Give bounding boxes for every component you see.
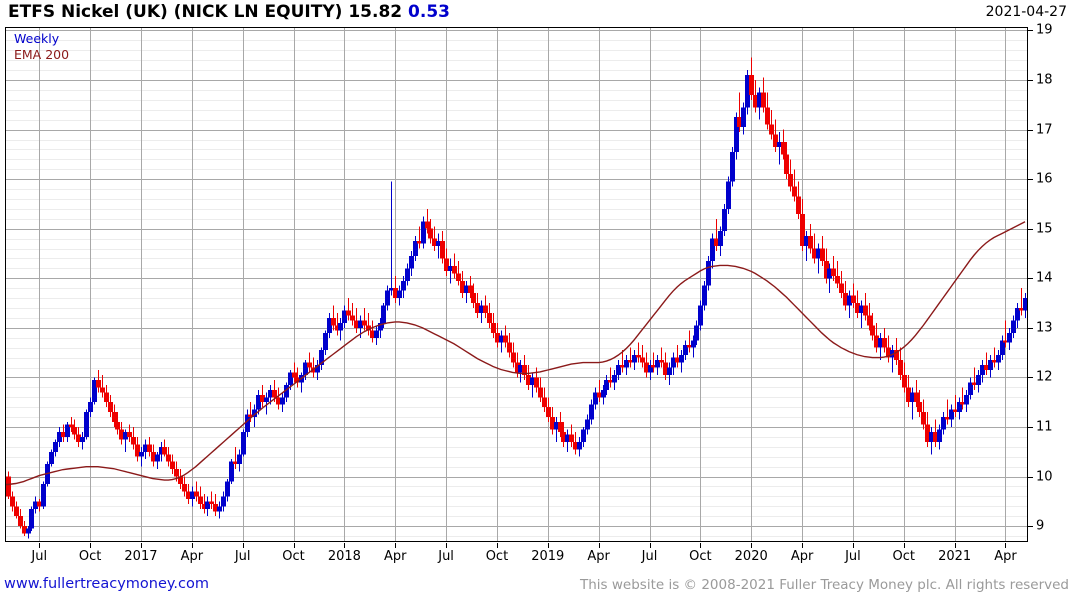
y-axis-labels: 9 10 11 12 13 14 15 16 17 18 19 (1030, 23, 1075, 543)
x-axis-label: Apr (994, 549, 1017, 564)
x-axis-label: 2019 (531, 549, 565, 564)
x-axis-tick (751, 543, 752, 548)
x-axis-label: Oct (892, 549, 916, 564)
x-axis-tick (90, 543, 91, 548)
site-url[interactable]: www.fullertreacymoney.com (4, 576, 209, 592)
x-axis-label: Oct (78, 549, 102, 564)
y-axis-ticks (1028, 27, 1034, 543)
x-axis-label: 2018 (327, 549, 361, 564)
y-axis-label: 19 (1036, 22, 1053, 38)
price-chart-plot-area[interactable]: Weekly EMA 200 (5, 27, 1028, 542)
x-axis-tick (955, 543, 956, 548)
instrument-name: ETFS Nickel (UK) (NICK LN EQUITY) (8, 2, 343, 22)
chart-gridlines (6, 28, 1027, 541)
chart-series-layer (6, 57, 1027, 539)
y-axis-tick (1028, 526, 1033, 527)
x-axis-label: Oct (485, 549, 509, 564)
x-axis-tick (243, 543, 244, 548)
x-axis-tick (853, 543, 854, 548)
y-axis-label: 11 (1036, 419, 1053, 435)
x-axis-tick (141, 543, 142, 548)
x-axis-label: Jul (31, 549, 48, 564)
y-axis-label: 12 (1036, 369, 1053, 385)
x-axis-label: 2020 (734, 549, 768, 564)
x-axis-label: Jul (641, 549, 658, 564)
x-axis-label: Jul (438, 549, 454, 564)
as-of-date: 2021-04-27 (985, 4, 1067, 20)
y-axis-label: 10 (1036, 469, 1053, 485)
x-axis-tick (294, 543, 295, 548)
price-change: 0.53 (408, 2, 450, 22)
y-axis-tick (1028, 30, 1033, 31)
x-axis-tick (904, 543, 905, 548)
y-axis-label: 16 (1036, 171, 1053, 187)
x-axis-tick (700, 543, 701, 548)
y-axis-tick (1028, 130, 1033, 131)
x-axis-label: 2021 (938, 549, 972, 564)
chart-header: ETFS Nickel (UK) (NICK LN EQUITY) 15.82 … (0, 0, 1075, 26)
x-axis-tick (650, 543, 651, 548)
y-axis-tick (1028, 179, 1033, 180)
y-axis-label: 9 (1036, 518, 1045, 534)
x-axis-tick (344, 543, 345, 548)
x-axis-tick (802, 543, 803, 548)
y-axis-tick (1028, 278, 1033, 279)
x-axis-tick (497, 543, 498, 548)
x-axis-label: Oct (282, 549, 305, 564)
x-axis-label: Apr (587, 549, 610, 564)
y-axis-tick (1028, 477, 1033, 478)
x-axis-label: Jul (234, 549, 251, 564)
y-axis-tick (1028, 427, 1033, 428)
x-axis-label: Apr (180, 549, 204, 564)
x-axis-tick (39, 543, 40, 548)
x-axis-label: Apr (383, 549, 407, 564)
copyright-notice: This website is © 2008-2021 Fuller Treac… (580, 577, 1069, 593)
y-axis-tick (1028, 377, 1033, 378)
page-title: ETFS Nickel (UK) (NICK LN EQUITY) 15.82 … (8, 2, 450, 22)
y-axis-label: 14 (1036, 270, 1053, 286)
y-axis-tick (1028, 328, 1033, 329)
y-axis-label: 13 (1036, 320, 1053, 336)
x-axis-tick (446, 543, 447, 548)
y-axis-tick (1028, 229, 1033, 230)
y-axis-label: 17 (1036, 122, 1053, 138)
x-axis-tick (548, 543, 549, 548)
x-axis-tick (395, 543, 396, 548)
x-axis: Jul Oct 2017 Apr Jul Oct 2018 Apr Jul Oct 2019 Apr J… (0, 543, 1075, 569)
y-axis-label: 15 (1036, 221, 1053, 237)
x-axis-tick (1005, 543, 1006, 548)
x-axis-label: Jul (845, 549, 861, 564)
x-axis-label: Apr (790, 549, 814, 564)
x-axis-tick (192, 543, 193, 548)
last-price: 15.82 (348, 2, 403, 22)
y-axis-label: 18 (1036, 72, 1053, 88)
x-axis-label: 2017 (124, 549, 158, 564)
y-axis-tick (1028, 80, 1033, 81)
x-axis-label: Oct (689, 549, 712, 564)
x-axis-tick (599, 543, 600, 548)
chart-footer: www.fullertreacymoney.com This website i… (0, 574, 1075, 600)
